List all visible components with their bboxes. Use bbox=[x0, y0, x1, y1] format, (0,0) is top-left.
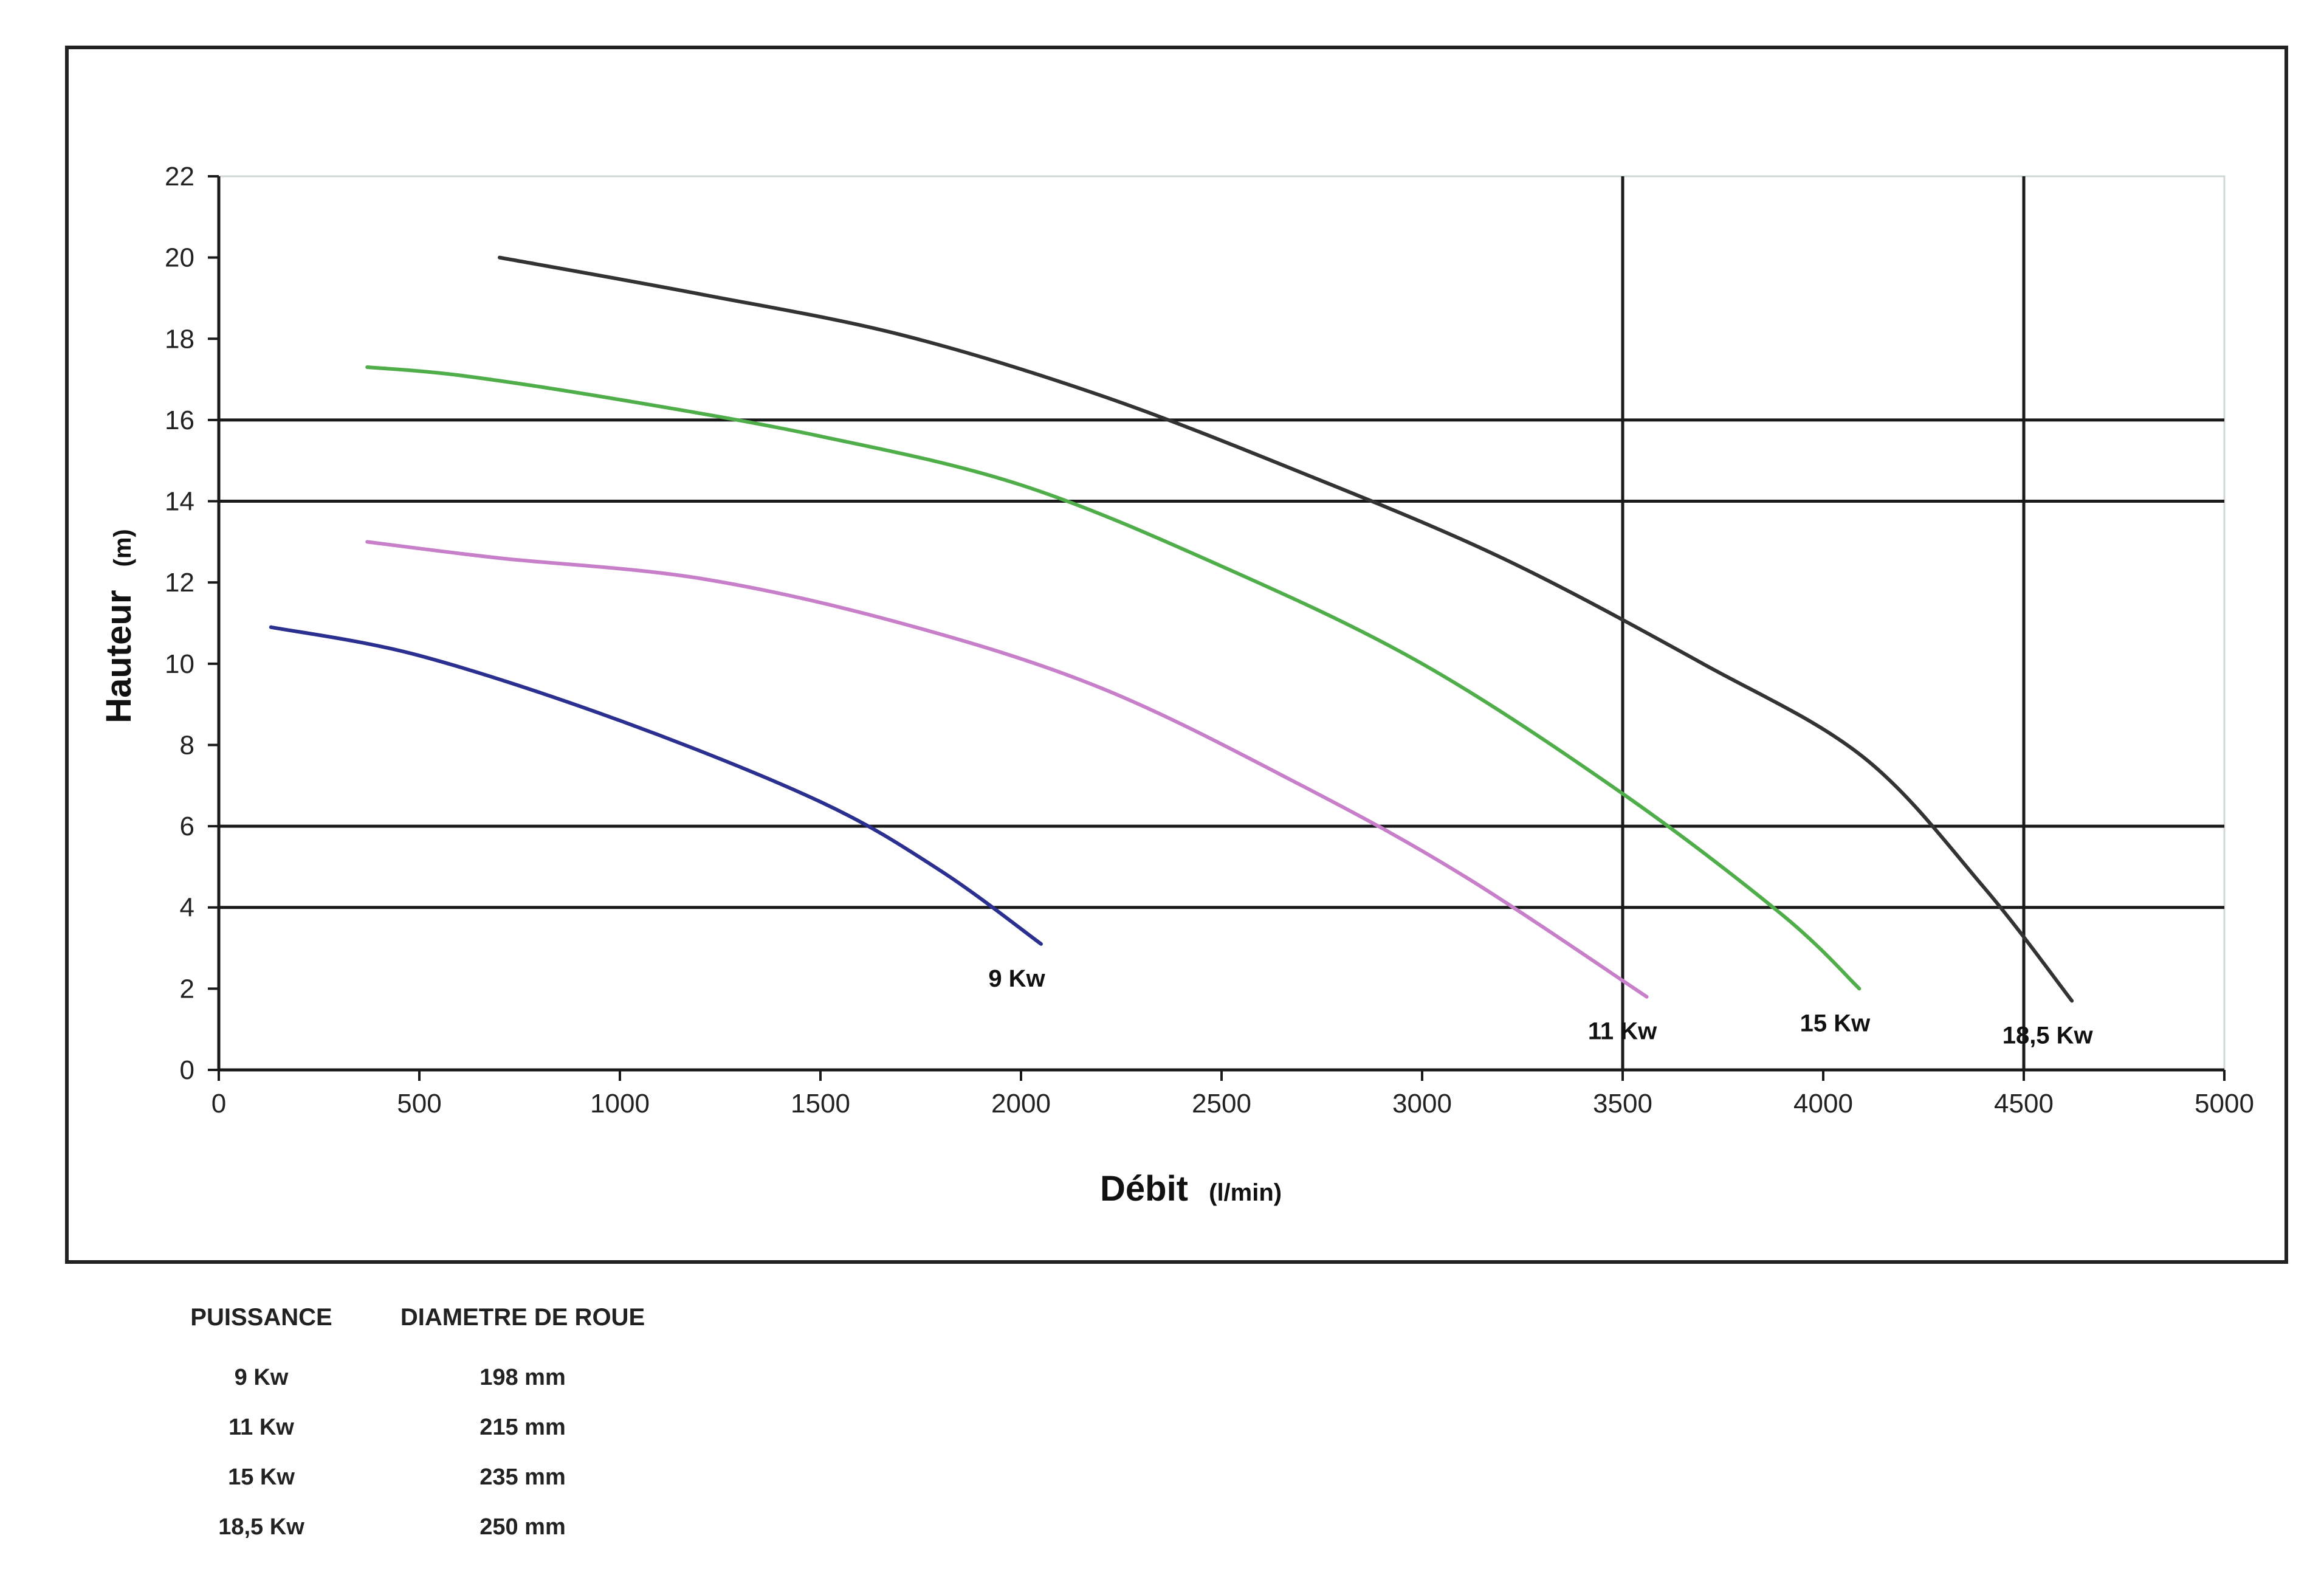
x-tick-label: 0 bbox=[211, 1089, 226, 1119]
power-cell: 9 Kw bbox=[234, 1364, 289, 1390]
reference-lines bbox=[219, 176, 2224, 1070]
diameter-column-header: DIAMETRE DE ROUE bbox=[400, 1304, 645, 1331]
y-tick-label: 22 bbox=[165, 162, 194, 191]
curve-label-4: 18,5 Kw bbox=[2003, 1022, 2094, 1049]
y-tick-label: 10 bbox=[165, 649, 194, 679]
diameter-cell: 235 mm bbox=[480, 1464, 566, 1490]
power-cell: 15 Kw bbox=[228, 1464, 295, 1490]
x-tick-label: 2000 bbox=[991, 1089, 1051, 1119]
axes: 0 500 1000 1500 2000 2500 3000 3500 4000 4500 5000… bbox=[165, 162, 2254, 1119]
y-tick-label: 12 bbox=[165, 568, 194, 598]
power-cell: 18,5 Kw bbox=[218, 1514, 304, 1540]
table-row: 18,5 Kw 250 mm bbox=[158, 1502, 681, 1552]
y-axis-title: Hauteur (m) bbox=[99, 529, 139, 723]
curve-labels: 9 Kw 11 Kw 15 Kw 18,5 Kw bbox=[988, 965, 2093, 1049]
y-tick-label: 0 bbox=[180, 1055, 194, 1085]
curve-label-2: 11 Kw bbox=[1588, 1018, 1657, 1045]
series-line-2 bbox=[365, 540, 1649, 999]
x-tick-label: 3500 bbox=[1593, 1089, 1652, 1119]
y-tick-label: 20 bbox=[165, 243, 194, 273]
x-tick-label: 1000 bbox=[590, 1089, 650, 1119]
series-curves bbox=[269, 255, 2074, 1003]
y-tick-label: 2 bbox=[180, 974, 194, 1004]
x-tick-label: 500 bbox=[397, 1089, 441, 1119]
y-tick-label: 4 bbox=[180, 893, 194, 923]
series-line-4 bbox=[498, 255, 2074, 1003]
diameter-cell: 250 mm bbox=[480, 1514, 566, 1540]
y-tick-label: 14 bbox=[165, 487, 194, 517]
diameter-cell: 198 mm bbox=[480, 1364, 566, 1390]
y-tick-label: 16 bbox=[165, 405, 194, 435]
x-tick-label: 4000 bbox=[1793, 1089, 1853, 1119]
x-tick-label: 4500 bbox=[1994, 1089, 2054, 1119]
chart-frame bbox=[65, 46, 2288, 1264]
power-column-header: PUISSANCE bbox=[190, 1304, 332, 1331]
x-tick-label: 1500 bbox=[791, 1089, 850, 1119]
impeller-diameter-table: PUISSANCE DIAMETRE DE ROUE 9 Kw 198 mm 1… bbox=[158, 1304, 681, 1552]
power-cell: 11 Kw bbox=[229, 1414, 294, 1440]
curve-label-3: 15 Kw bbox=[1800, 1010, 1871, 1036]
x-tick-label: 3000 bbox=[1392, 1089, 1452, 1119]
table-header-row: PUISSANCE DIAMETRE DE ROUE bbox=[158, 1304, 681, 1353]
x-tick-label: 2500 bbox=[1192, 1089, 1251, 1119]
series-line-3 bbox=[365, 365, 1862, 991]
table-row: 11 Kw 215 mm bbox=[158, 1402, 681, 1452]
y-tick-label: 18 bbox=[165, 324, 194, 354]
table-row: 15 Kw 235 mm bbox=[158, 1452, 681, 1502]
table-row: 9 Kw 198 mm bbox=[158, 1353, 681, 1402]
y-tick-label: 6 bbox=[180, 812, 194, 841]
diameter-cell: 215 mm bbox=[480, 1414, 566, 1440]
series-line-1 bbox=[269, 625, 1043, 946]
x-tick-label: 5000 bbox=[2195, 1089, 2254, 1119]
curve-label-1: 9 Kw bbox=[988, 965, 1045, 992]
x-axis-title: Débit (l/min) bbox=[1100, 1169, 1282, 1208]
y-tick-label: 8 bbox=[180, 730, 194, 760]
